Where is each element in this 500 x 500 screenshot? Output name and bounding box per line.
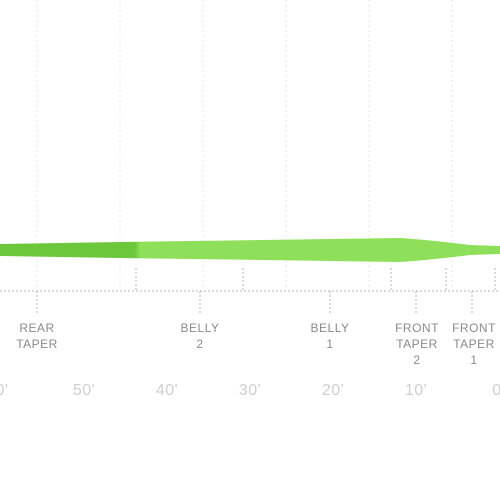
distance-label: 0	[492, 382, 500, 399]
distance-label: 30'	[238, 382, 262, 399]
fly-line-body	[0, 238, 500, 262]
distance-label: 50'	[72, 382, 96, 399]
distance-label: 0'	[0, 382, 9, 399]
distance-label: 20'	[321, 382, 345, 399]
distance-label: 40'	[155, 382, 179, 399]
label-front-taper-1: FRONT TAPER 1	[452, 321, 496, 367]
label-leaders	[36, 291, 473, 314]
label-belly-1: BELLY 1	[310, 321, 350, 351]
label-front-taper-2: FRONT TAPER 2	[395, 321, 439, 367]
segment-boundaries	[135, 268, 496, 291]
label-belly-2: BELLY 2	[180, 321, 220, 351]
label-rear-taper: REAR TAPER	[16, 321, 58, 351]
distance-label: 10'	[404, 382, 428, 399]
